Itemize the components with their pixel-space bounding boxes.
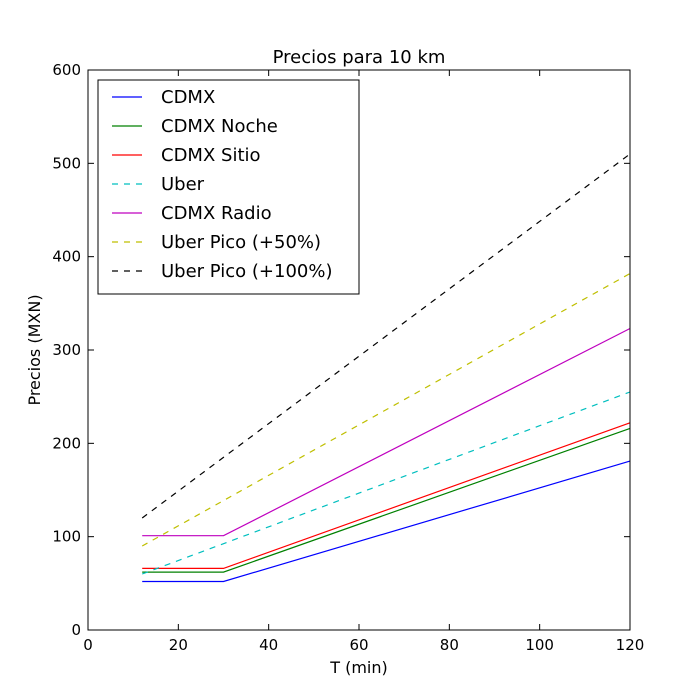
y-axis-label: Precios (MXN) — [25, 294, 44, 405]
legend-box — [97, 79, 360, 295]
legend-label-2: CDMX Sitio — [161, 145, 261, 166]
series-line-4 — [142, 327, 631, 537]
x-tick-label-1: 20 — [169, 636, 188, 654]
legend-label-5: Uber Pico (+50%) — [161, 232, 321, 253]
legend-label-0: CDMX — [161, 87, 215, 108]
x-tick-label-0: 0 — [83, 636, 93, 654]
series-line-0 — [142, 460, 631, 583]
series-line-3 — [141, 391, 631, 575]
series-line-6 — [141, 153, 631, 519]
x-tick-label-6: 120 — [616, 636, 645, 654]
legend-label-4: CDMX Radio — [161, 203, 272, 224]
series-line-2 — [142, 422, 631, 570]
legend: CDMX CDMX Noche CDMX Sitio Uber CDMX Radio Ub… — [97, 79, 360, 295]
x-tick-label-4: 80 — [440, 636, 459, 654]
chart-title: Precios para 10 km — [273, 47, 446, 68]
y-tick-label-0: 0 — [71, 621, 81, 639]
y-tick-label-1: 100 — [52, 528, 81, 546]
y-tick-label-3: 300 — [52, 341, 81, 359]
y-tick-label-2: 200 — [52, 434, 81, 452]
y-tick-label-4: 400 — [52, 248, 81, 266]
series-layer — [141, 153, 631, 583]
y-tick-label-5: 500 — [52, 154, 81, 172]
x-tick-label-5: 100 — [525, 636, 554, 654]
ticks-layer: 0 20 40 60 80 100 120 0 100 200 300 400 500 600 — [52, 61, 644, 654]
series-line-1 — [142, 427, 631, 573]
legend-label-6: Uber Pico (+100%) — [161, 261, 332, 282]
legend-label-3: Uber — [161, 174, 205, 195]
legend-label-1: CDMX Noche — [161, 116, 278, 137]
x-tick-label-3: 60 — [349, 636, 368, 654]
x-tick-label-2: 40 — [259, 636, 278, 654]
series-line-5 — [141, 272, 631, 547]
x-axis-label: T (min) — [329, 658, 388, 677]
y-tick-label-6: 600 — [52, 61, 81, 79]
